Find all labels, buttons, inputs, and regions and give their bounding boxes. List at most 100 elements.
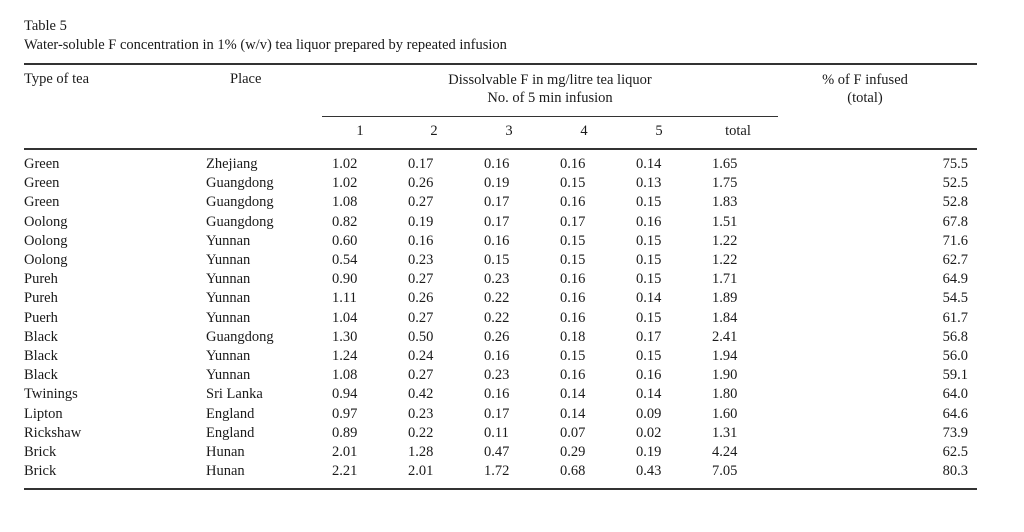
table-row: Oolong Guangdong 0.82 0.19 0.17 0.17 0.16 1.51 6… [24,213,968,232]
cell-infusion-5: 0.43 [636,463,662,480]
cell-total: 1.22 [712,232,738,249]
cell-infusion-3: 0.15 [484,252,510,269]
cell-type: Brick [24,444,57,461]
cell-infusion-5: 0.17 [636,328,662,345]
cell-infusion-1: 1.04 [332,309,358,326]
cell-place: Yunnan [206,232,251,249]
cell-infusion-1: 0.90 [332,271,358,288]
cell-infusion-4: 0.18 [560,328,586,345]
cell-total: 1.90 [712,367,738,384]
table-row: Green Guangdong 1.02 0.26 0.19 0.15 0.13 1.75 52… [24,174,968,193]
cell-infusion-5: 0.14 [636,156,662,172]
data-table: Green Zhejiang 1.02 0.17 0.16 0.16 0.14 1.65 75.… [24,155,968,481]
cell-infusion-1: 2.21 [332,463,358,480]
cell-total: 1.51 [712,213,738,230]
cell-infusion-3: 0.11 [484,424,509,441]
cell-infusion-5: 0.16 [636,367,662,384]
cell-infusion-4: 0.15 [560,175,586,192]
cell-type: Oolong [24,252,68,269]
cell-total: 1.84 [712,309,738,326]
table-caption-text: Water-soluble F concentration in 1% (w/v… [24,37,507,53]
cell-pct-infused: 64.0 [942,386,968,403]
cell-pct-infused: 67.8 [942,213,968,230]
cell-infusion-2: 0.19 [408,213,434,230]
cell-place: Guangdong [206,328,274,345]
cell-infusion-4: 0.16 [560,367,586,384]
cell-total: 1.22 [712,252,738,269]
cell-pct-infused: 75.5 [942,156,968,172]
cell-type: Pureh [24,290,58,307]
cell-pct-infused: 59.1 [942,367,968,384]
top-rule [24,63,977,65]
cell-infusion-4: 0.16 [560,194,586,211]
table-row: Oolong Yunnan 0.54 0.23 0.15 0.15 0.15 1.22 62.7 [24,251,968,270]
cell-infusion-2: 0.27 [408,194,434,211]
cell-infusion-1: 0.60 [332,232,358,249]
header-dissolvable-line2: No. of 5 min infusion [487,90,613,106]
cell-place: Guangdong [206,213,274,230]
header-infusion-1: 1 [356,123,364,139]
cell-total: 1.71 [712,271,738,288]
cell-pct-infused: 54.5 [942,290,968,307]
cell-place: England [206,424,255,441]
cell-infusion-5: 0.19 [636,444,662,461]
cell-infusion-3: 0.17 [484,194,510,211]
cell-infusion-2: 0.24 [408,348,434,365]
cell-infusion-1: 1.11 [332,290,357,307]
cell-pct-infused: 71.6 [942,232,968,249]
cell-place: Sri Lanka [206,386,263,403]
cell-infusion-1: 0.94 [332,386,358,403]
cell-infusion-3: 0.19 [484,175,510,192]
cell-infusion-3: 0.16 [484,348,510,365]
cell-infusion-1: 1.30 [332,328,358,345]
cell-infusion-1: 1.08 [332,194,358,211]
table-row: Puerh Yunnan 1.04 0.27 0.22 0.16 0.15 1.84 61.7 [24,309,968,328]
cell-infusion-3: 0.23 [484,367,510,384]
cell-infusion-4: 0.15 [560,232,586,249]
cell-infusion-4: 0.16 [560,290,586,307]
cell-total: 1.65 [712,156,738,172]
cell-infusion-2: 0.23 [408,405,434,422]
cell-type: Pureh [24,271,58,288]
cell-type: Green [24,194,60,211]
cell-infusion-2: 0.27 [408,271,434,288]
cell-place: Zhejiang [206,156,258,172]
cell-infusion-2: 0.50 [408,328,434,345]
cell-infusion-1: 0.97 [332,405,358,422]
cell-place: Hunan [206,444,245,461]
cell-infusion-4: 0.15 [560,252,586,269]
cell-infusion-4: 0.16 [560,156,586,172]
cell-infusion-2: 0.17 [408,156,434,172]
cell-infusion-2: 0.27 [408,309,434,326]
cell-infusion-5: 0.15 [636,194,662,211]
cell-place: Yunnan [206,290,251,307]
cell-infusion-4: 0.07 [560,424,586,441]
cell-total: 1.94 [712,348,738,365]
table-row: Black Guangdong 1.30 0.50 0.26 0.18 0.17 2.41 56… [24,328,968,347]
cell-infusion-1: 1.08 [332,367,358,384]
cell-pct-infused: 62.5 [942,444,968,461]
cell-infusion-1: 0.89 [332,424,358,441]
cell-pct-infused: 64.6 [942,405,968,422]
cell-total: 1.31 [712,424,738,441]
cell-infusion-4: 0.16 [560,271,586,288]
cell-infusion-2: 0.42 [408,386,434,403]
cell-total: 4.24 [712,444,738,461]
cell-pct-infused: 64.9 [942,271,968,288]
cell-infusion-4: 0.17 [560,213,586,230]
table-row: Green Zhejiang 1.02 0.17 0.16 0.16 0.14 1.65 75.… [24,155,968,174]
data-table-body: Green Zhejiang 1.02 0.17 0.16 0.16 0.14 1.65 75.… [24,155,968,481]
sub-header-rule [322,116,778,117]
cell-type: Lipton [24,405,63,422]
cell-infusion-3: 0.22 [484,290,510,307]
cell-infusion-5: 0.15 [636,271,662,288]
cell-infusion-3: 0.16 [484,232,510,249]
cell-pct-infused: 56.8 [942,328,968,345]
bottom-rule [24,488,977,490]
cell-infusion-5: 0.09 [636,405,662,422]
cell-infusion-5: 0.13 [636,175,662,192]
cell-type: Black [24,367,58,384]
cell-total: 1.75 [712,175,738,192]
cell-infusion-3: 1.72 [484,463,510,480]
cell-infusion-3: 0.26 [484,328,510,345]
